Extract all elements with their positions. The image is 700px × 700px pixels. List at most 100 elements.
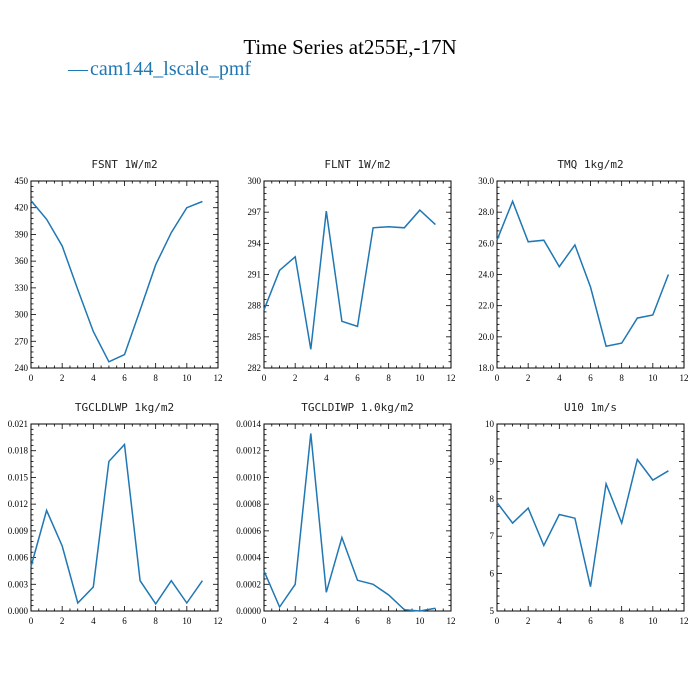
x-tick-label: 8 — [153, 373, 158, 383]
plot-frame — [263, 423, 452, 612]
x-tick-label: 12 — [447, 373, 456, 383]
y-tick-label: 20.0 — [478, 332, 494, 342]
x-tick-label: 10 — [648, 616, 658, 626]
chart-panel-3: TMQ 1kg/m2 0 2 4 6 8 10 12 18.0 20.0 22.0 24.0 26.0 2… — [478, 158, 688, 383]
x-tick-label: 4 — [324, 373, 329, 383]
x-tick-label: 0 — [29, 616, 34, 626]
y-tick-label: 288 — [248, 301, 262, 311]
y-tick-label: 270 — [15, 336, 29, 346]
x-tick-label: 12 — [214, 373, 223, 383]
x-tick-label: 0 — [29, 373, 34, 383]
x-tick-label: 8 — [153, 616, 158, 626]
x-tick-label: 6 — [355, 616, 360, 626]
x-tick-label: 2 — [293, 616, 298, 626]
series-line-1 — [496, 457, 669, 587]
y-tick-label: 0.0010 — [236, 472, 261, 482]
x-tick-label: 4 — [91, 373, 96, 383]
x-tick-label: 2 — [526, 373, 531, 383]
panel-title: TGCLDIWP 1.0kg/m2 — [301, 401, 414, 414]
x-tick-label: 6 — [355, 373, 360, 383]
y-tick-label: 0.000 — [8, 606, 29, 616]
y-tick-label: 0.0000 — [236, 606, 261, 616]
y-tick-label: 18.0 — [478, 363, 494, 373]
chart-panels: FSNT 1W/m20 2 4 6 8 10 12240270300330360390420… — [8, 158, 689, 626]
panel-title: TGCLDLWP 1kg/m2 — [75, 401, 174, 414]
legend: — cam144_lscale_pmf — [67, 58, 251, 80]
x-tick-label: 8 — [386, 373, 391, 383]
x-tick-label: 4 — [324, 616, 329, 626]
panel-title: TMQ 1kg/m2 — [557, 158, 623, 171]
y-tick-label: 5 — [490, 606, 495, 616]
y-tick-label: 0.021 — [8, 419, 28, 429]
x-tick-label: 2 — [60, 373, 65, 383]
x-tick-label: 12 — [680, 373, 689, 383]
x-tick-label: 6 — [122, 616, 127, 626]
y-tick-label: 0.018 — [8, 446, 29, 456]
series-line-1 — [30, 200, 203, 363]
x-tick-label: 0 — [262, 616, 267, 626]
x-tick-label: 10 — [182, 373, 192, 383]
y-tick-label: 300 — [248, 176, 262, 186]
x-tick-label: 0 — [262, 373, 267, 383]
x-tick-label: 4 — [91, 616, 96, 626]
chart-panel-5: TGCLDIWP 1.0kg/m2 0 2 4 6 8 10 12 0.0000 0.0002 0.… — [236, 401, 455, 626]
y-tick-label: 26.0 — [478, 238, 494, 248]
x-tick-label: 10 — [182, 616, 192, 626]
series-line-1 — [30, 442, 204, 606]
y-tick-label: 0.0006 — [236, 526, 261, 536]
y-tick-label: 0.012 — [8, 499, 28, 509]
y-tick-label: 360 — [15, 256, 29, 266]
x-tick-label: 10 — [415, 616, 425, 626]
y-tick-label: 390 — [15, 229, 29, 239]
y-tick-label: 294 — [248, 238, 262, 248]
panel-title: FLNT 1W/m2 — [324, 158, 390, 171]
x-tick-label: 2 — [60, 616, 65, 626]
y-tick-label: 28.0 — [478, 207, 494, 217]
chart-panel-4: TGCLDLWP 1kg/m2 0 2 4 6 8 10 12 0.000 0.003 0.006 0… — [8, 401, 223, 626]
y-tick-label: 297 — [248, 207, 262, 217]
x-tick-label: 6 — [588, 616, 593, 626]
panel-title: U10 1m/s — [564, 401, 617, 414]
plot-frame — [263, 180, 452, 369]
plot-frame — [30, 180, 219, 369]
y-tick-label: 0.0008 — [236, 499, 261, 509]
y-tick-label: 0.009 — [8, 526, 29, 536]
y-tick-label: 30.0 — [478, 176, 494, 186]
x-tick-label: 10 — [648, 373, 658, 383]
y-tick-label: 0.0012 — [236, 446, 261, 456]
x-tick-label: 8 — [386, 616, 391, 626]
x-tick-label: 6 — [122, 373, 127, 383]
panel-title: FSNT 1W/m2 — [91, 158, 157, 171]
y-tick-label: 7 — [490, 531, 495, 541]
y-tick-label: 8 — [490, 494, 495, 504]
x-tick-label: 4 — [557, 373, 562, 383]
series-line-1 — [263, 433, 436, 612]
x-tick-label: 0 — [495, 616, 500, 626]
x-tick-label: 2 — [526, 616, 531, 626]
plot-frame — [30, 423, 219, 612]
x-tick-label: 10 — [415, 373, 425, 383]
y-tick-label: 24.0 — [478, 270, 494, 280]
y-tick-label: 420 — [15, 203, 29, 213]
y-tick-label: 0.006 — [8, 553, 29, 563]
x-tick-label: 0 — [495, 373, 500, 383]
y-tick-label: 240 — [15, 363, 29, 373]
legend-marker: — — [67, 58, 89, 80]
x-tick-label: 12 — [680, 616, 689, 626]
chart-panel-6: U10 1m/s 0 2 4 6 8 10 12 5 6 7 8 9 10 — [485, 401, 689, 626]
series-line-1 — [263, 209, 436, 350]
plot-frame — [496, 180, 685, 369]
y-tick-label: 0.0004 — [236, 553, 261, 563]
chart-panel-1: FSNT 1W/m2 0 2 4 6 8 10 12 240 270 300 330 360 390 420… — [15, 158, 223, 383]
y-tick-label: 0.0014 — [236, 419, 261, 429]
y-tick-label: 10 — [485, 419, 495, 429]
y-tick-label: 0.0002 — [236, 579, 261, 589]
y-tick-label: 9 — [490, 456, 495, 466]
x-tick-label: 12 — [214, 616, 223, 626]
y-tick-label: 282 — [248, 363, 262, 373]
y-tick-label: 291 — [248, 270, 262, 280]
x-tick-label: 8 — [619, 616, 624, 626]
x-tick-label: 2 — [293, 373, 298, 383]
x-tick-label: 4 — [557, 616, 562, 626]
